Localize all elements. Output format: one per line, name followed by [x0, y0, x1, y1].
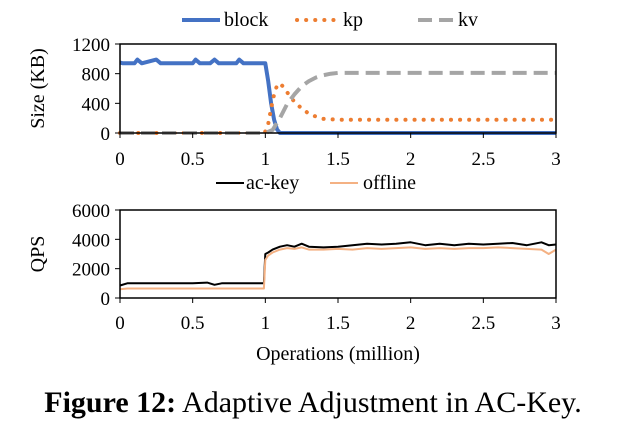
qps-xtick-label: 2	[406, 313, 416, 334]
qps-xtick-label: 1.5	[326, 313, 350, 334]
qps-xtick-label: 3	[551, 313, 561, 334]
qps-chart: 0 2000 4000 6000 0 0.5 1 1.5 2 2.5 3 QPS Operation…	[27, 172, 561, 365]
size-xtick-label: 2	[406, 149, 416, 170]
size-plot-frame	[119, 43, 557, 134]
size-xtick-label: 1.5	[326, 149, 350, 170]
qps-chart-ylabel: QPS	[27, 236, 49, 273]
size-series-block	[119, 57, 556, 135]
size-xtick-label: 2.5	[471, 149, 495, 170]
caption-label: Figure 12:	[44, 386, 177, 419]
size-xtick-label: 0	[115, 149, 125, 170]
size-legend-label-block: block	[224, 9, 268, 31]
size-xtick-label: 1	[261, 149, 271, 170]
figure-caption: Figure 12: Adaptive Adjustment in AC-Key…	[0, 386, 626, 420]
qps-legend-label-ac-key: ac-key	[246, 172, 299, 194]
size-xtick-label: 0.5	[181, 149, 205, 170]
qps-plot-frame	[119, 209, 557, 299]
qps-ytick-label: 0	[101, 289, 111, 310]
qps-chart-xlabel: Operations (million)	[256, 343, 420, 365]
qps-ytick-label: 6000	[72, 201, 110, 222]
size-ytick-label: 800	[82, 65, 111, 86]
size-chart: 0 400 800 1200 0 0.5 1 1.5 2 2.5 3 Size (KB) block…	[27, 9, 561, 170]
caption-text: Adaptive Adjustment in AC-Key.	[182, 386, 582, 419]
qps-legend-label-offline: offline	[363, 172, 416, 194]
size-xtick-label: 3	[551, 149, 561, 170]
size-chart-ylabel: Size (KB)	[27, 48, 49, 129]
size-series-kv	[120, 70, 556, 135]
size-series-kp	[118, 81, 558, 135]
size-ytick-label: 400	[82, 94, 111, 115]
size-legend-label-kp: kp	[343, 9, 363, 31]
qps-xtick-label: 0.5	[181, 313, 205, 334]
qps-series-offline	[119, 246, 557, 291]
qps-ytick-label: 2000	[72, 260, 110, 281]
size-ytick-label: 0	[101, 124, 111, 145]
qps-series-ac-key	[119, 241, 557, 287]
qps-xtick-label: 1	[261, 313, 271, 334]
qps-ytick-label: 4000	[72, 230, 110, 251]
qps-xtick-label: 0	[115, 313, 125, 334]
size-legend-label-kv: kv	[458, 9, 478, 31]
qps-xtick-label: 2.5	[471, 313, 495, 334]
size-ytick-label: 1200	[72, 35, 110, 56]
